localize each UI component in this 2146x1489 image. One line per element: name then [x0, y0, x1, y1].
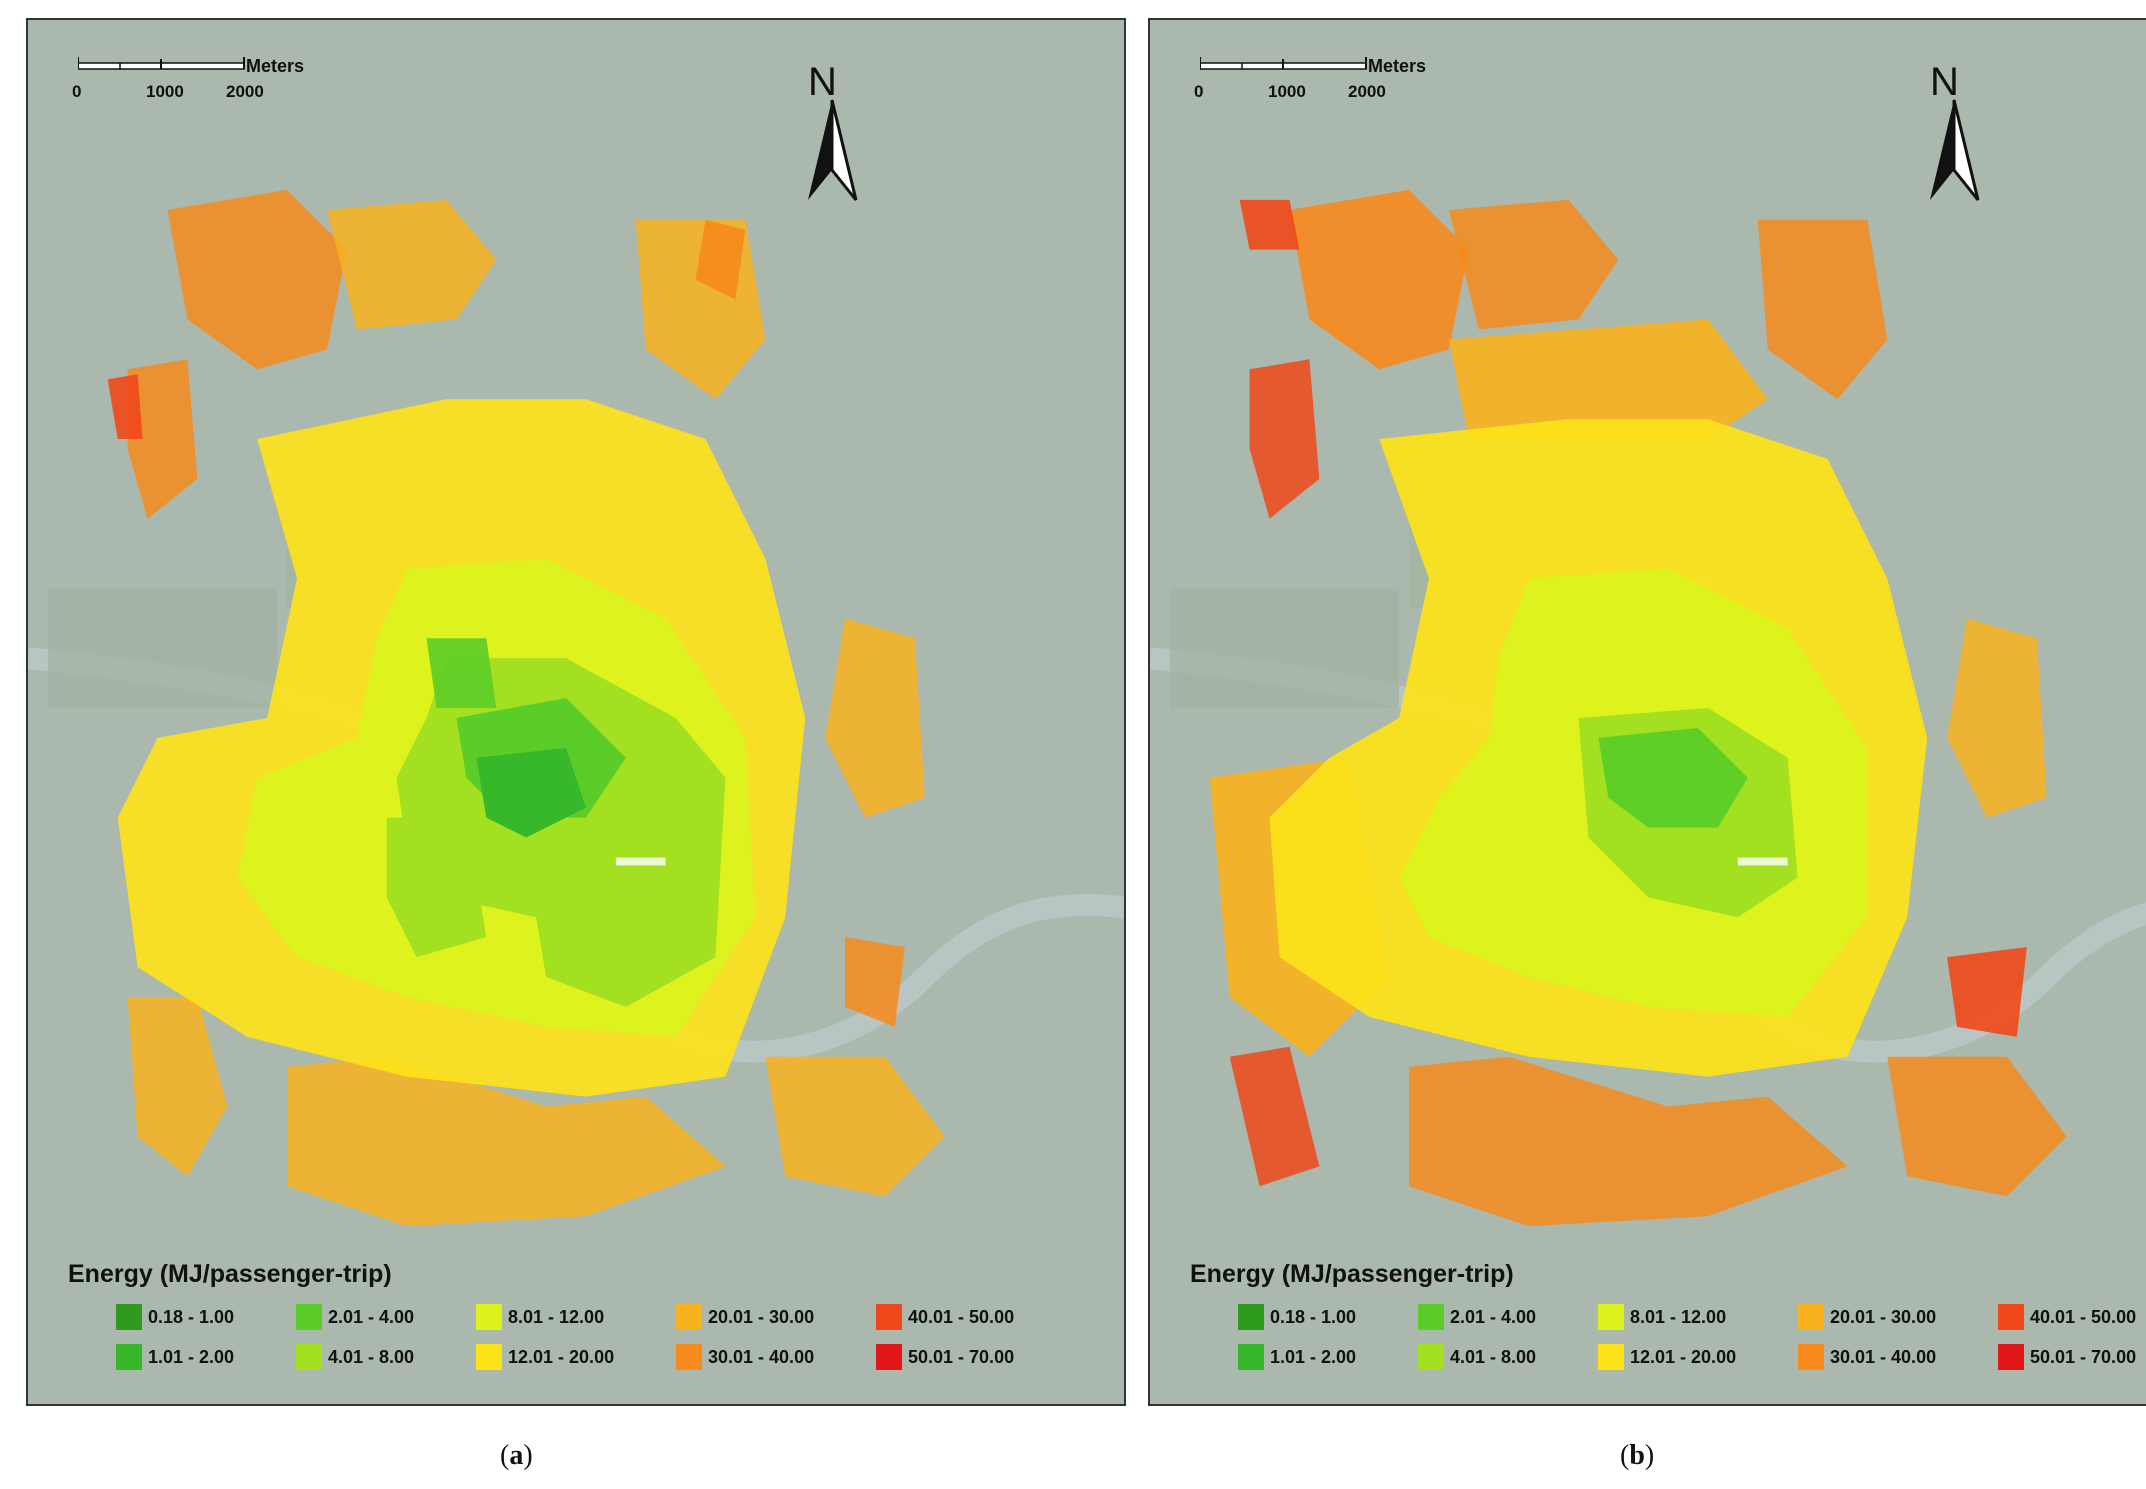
caption-b: (b)	[1620, 1440, 1654, 1472]
legend-item: 2.01 - 4.00	[296, 1302, 414, 1332]
legend-swatch	[676, 1304, 702, 1330]
legend-label: 4.01 - 8.00	[328, 1346, 415, 1367]
legend-swatch	[1598, 1344, 1624, 1370]
caption-letter: b	[1629, 1440, 1645, 1471]
legend-item: 20.01 - 30.00	[676, 1302, 814, 1332]
legend-label: 12.01 - 20.00	[1630, 1346, 1737, 1367]
legend-item: 0.18 - 1.00	[1238, 1302, 1356, 1332]
legend-swatch	[296, 1344, 322, 1370]
legend-swatch	[1418, 1304, 1444, 1330]
legend-label: 30.01 - 40.00	[708, 1346, 815, 1367]
legend-label: 4.01 - 8.00	[1450, 1346, 1537, 1367]
north-arrow-icon	[808, 99, 858, 201]
legend-item: 4.01 - 8.00	[1418, 1342, 1536, 1372]
legend-item: 40.01 - 50.00	[876, 1302, 1014, 1332]
legend-swatch	[876, 1304, 902, 1330]
legend-swatch	[1598, 1304, 1624, 1330]
legend-item: 30.01 - 40.00	[1798, 1342, 1936, 1372]
legend: 0.18 - 1.00 1.01 - 2.00 2.01 - 4.00 4.01…	[116, 1302, 1036, 1382]
caption-letter: a	[509, 1440, 524, 1471]
legend-label: 8.01 - 12.00	[1630, 1306, 1727, 1327]
legend-item: 50.01 - 70.00	[876, 1342, 1014, 1372]
scale-tick-1000: 1000	[1268, 82, 1306, 101]
legend-label: 20.01 - 30.00	[708, 1306, 815, 1327]
north-letter: N	[808, 60, 837, 104]
legend-label: 2.01 - 4.00	[1450, 1306, 1537, 1327]
map-panel-a: Meters 0 1000 2000 N Energy (MJ/passenge…	[26, 18, 1126, 1406]
legend-label: 1.01 - 2.00	[148, 1346, 235, 1367]
legend-label: 40.01 - 50.00	[908, 1306, 1015, 1327]
scale-tick-0: 0	[72, 82, 82, 101]
scale-tick-2000: 2000	[226, 82, 264, 101]
legend-item: 12.01 - 20.00	[476, 1342, 614, 1372]
legend-label: 0.18 - 1.00	[1270, 1306, 1357, 1327]
legend-item: 8.01 - 12.00	[1598, 1302, 1726, 1332]
legend-swatch	[1798, 1344, 1824, 1370]
legend-item: 50.01 - 70.00	[1998, 1342, 2136, 1372]
legend-swatch	[676, 1344, 702, 1370]
north-arrow-icon	[1930, 99, 1980, 201]
legend-swatch	[476, 1304, 502, 1330]
legend-item: 8.01 - 12.00	[476, 1302, 604, 1332]
legend-swatch	[1998, 1304, 2024, 1330]
legend-item: 40.01 - 50.00	[1998, 1302, 2136, 1332]
legend-swatch	[296, 1304, 322, 1330]
legend-item: 12.01 - 20.00	[1598, 1342, 1736, 1372]
legend-item: 30.01 - 40.00	[676, 1342, 814, 1372]
caption-close: )	[1644, 1440, 1655, 1471]
legend-item: 1.01 - 2.00	[1238, 1342, 1356, 1372]
legend-label: 8.01 - 12.00	[508, 1306, 605, 1327]
scale-bar	[77, 55, 318, 115]
legend-item: 2.01 - 4.00	[1418, 1302, 1536, 1332]
scale-tick-2000: 2000	[1348, 82, 1386, 101]
scale-tick-0: 0	[1194, 82, 1204, 101]
scale-bar	[1199, 55, 1440, 115]
scale-unit: Meters	[246, 56, 305, 76]
scale-unit: Meters	[1368, 56, 1427, 76]
legend-label: 50.01 - 70.00	[2030, 1346, 2137, 1367]
legend-swatch	[116, 1344, 142, 1370]
scale-tick-1000: 1000	[146, 82, 184, 101]
legend-label: 0.18 - 1.00	[148, 1306, 235, 1327]
legend-swatch	[1238, 1344, 1264, 1370]
legend-swatch	[1798, 1304, 1824, 1330]
legend-item: 4.01 - 8.00	[296, 1342, 414, 1372]
legend: 0.18 - 1.00 1.01 - 2.00 2.01 - 4.00 4.01…	[1238, 1302, 2146, 1382]
caption-close: )	[523, 1440, 533, 1471]
legend-label: 50.01 - 70.00	[908, 1346, 1015, 1367]
legend-swatch	[1998, 1344, 2024, 1370]
map-panel-b: Meters 0 1000 2000 N Energy (MJ/passenge…	[1148, 18, 2146, 1406]
legend-label: 12.01 - 20.00	[508, 1346, 615, 1367]
energy-map-b	[1150, 20, 2146, 1404]
energy-map-a	[28, 20, 1124, 1404]
legend-item: 0.18 - 1.00	[116, 1302, 234, 1332]
legend-title: Energy (MJ/passenger-trip)	[68, 1260, 392, 1288]
legend-item: 20.01 - 30.00	[1798, 1302, 1936, 1332]
caption-open: (	[500, 1440, 510, 1471]
legend-swatch	[476, 1344, 502, 1370]
caption-a: (a)	[500, 1440, 533, 1472]
legend-swatch	[876, 1344, 902, 1370]
legend-label: 40.01 - 50.00	[2030, 1306, 2137, 1327]
north-letter: N	[1930, 60, 1959, 104]
legend-swatch	[1418, 1344, 1444, 1370]
legend-swatch	[116, 1304, 142, 1330]
legend-swatch	[1238, 1304, 1264, 1330]
legend-label: 20.01 - 30.00	[1830, 1306, 1937, 1327]
legend-item: 1.01 - 2.00	[116, 1342, 234, 1372]
legend-label: 30.01 - 40.00	[1830, 1346, 1937, 1367]
legend-title: Energy (MJ/passenger-trip)	[1190, 1260, 1514, 1288]
legend-label: 1.01 - 2.00	[1270, 1346, 1357, 1367]
legend-label: 2.01 - 4.00	[328, 1306, 415, 1327]
caption-open: (	[1620, 1440, 1630, 1471]
